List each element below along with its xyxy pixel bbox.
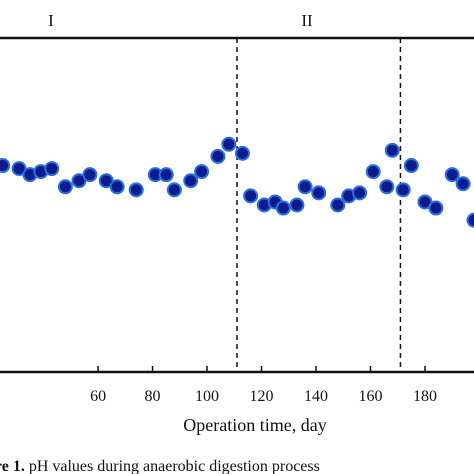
x-tick-label: 140 (304, 388, 328, 405)
phase-boundaries (236, 38, 402, 372)
data-points (0, 136, 474, 228)
data-point (395, 182, 411, 198)
data-point (158, 167, 174, 183)
data-point (311, 185, 327, 201)
data-point (455, 176, 471, 192)
data-point (194, 164, 210, 180)
data-point (403, 158, 419, 174)
data-point (44, 161, 60, 177)
x-tick-label: 60 (90, 388, 106, 405)
data-point (0, 158, 11, 174)
data-point (243, 188, 259, 204)
data-point (428, 200, 444, 216)
data-point (57, 179, 73, 195)
data-point (166, 182, 182, 198)
data-point (109, 179, 125, 195)
data-point (466, 212, 474, 228)
x-axis-label: Operation time, day (183, 415, 326, 435)
data-point (289, 197, 305, 213)
data-point (352, 185, 368, 201)
data-point (365, 164, 381, 180)
caption-label: ure 1. (0, 458, 25, 474)
data-point (330, 197, 346, 213)
phase-label-1: I (48, 11, 54, 30)
data-point (234, 145, 250, 161)
x-ticks: 60 80 100 120 140 160 180 (90, 366, 437, 405)
data-point (379, 179, 395, 195)
data-point (183, 173, 199, 189)
data-point (275, 200, 291, 216)
x-tick-label: 120 (250, 388, 274, 405)
data-point (210, 148, 226, 164)
phase-label-2: II (301, 11, 313, 30)
figure-caption: ure 1. pH values during anaerobic digest… (0, 456, 474, 474)
data-point (82, 167, 98, 183)
x-tick-label: 100 (195, 388, 219, 405)
x-tick-label: 80 (145, 388, 161, 405)
phase-labels: I II (48, 11, 313, 30)
x-tick-label: 160 (358, 388, 382, 405)
x-tick-label: 180 (413, 388, 437, 405)
caption-text: pH values during anaerobic digestion pro… (24, 458, 320, 474)
data-point (128, 182, 144, 198)
data-point (444, 167, 460, 183)
data-point (221, 136, 237, 152)
data-point (384, 142, 400, 158)
data-point (297, 179, 313, 195)
